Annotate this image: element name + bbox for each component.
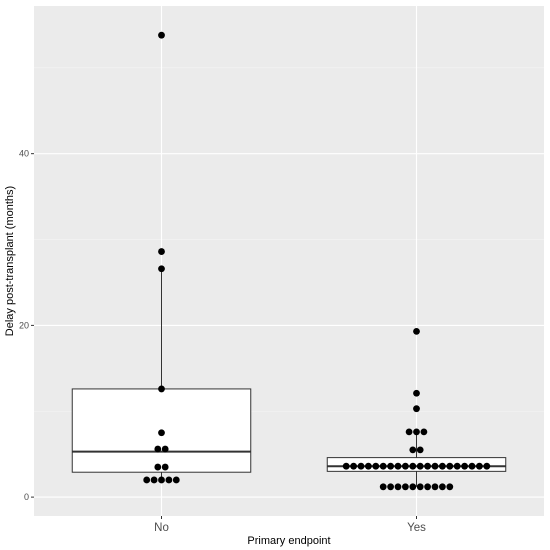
- data-point: [405, 428, 413, 436]
- data-point: [158, 476, 165, 484]
- data-point: [431, 483, 439, 491]
- data-point: [154, 445, 162, 453]
- data-point: [409, 462, 417, 470]
- boxes: [71, 268, 507, 487]
- data-point: [165, 476, 173, 484]
- data-point: [161, 445, 169, 453]
- data-point: [154, 463, 162, 471]
- box-iqr: [326, 457, 507, 472]
- data-point: [416, 462, 424, 470]
- data-point: [413, 428, 420, 436]
- data-point: [379, 462, 387, 470]
- data-point: [158, 385, 165, 393]
- data-point: [158, 31, 165, 39]
- data-point: [420, 428, 428, 436]
- data-point: [439, 483, 446, 491]
- data-point: [476, 462, 483, 470]
- data-point: [150, 476, 158, 484]
- data-point: [158, 248, 165, 255]
- data-point: [342, 462, 350, 470]
- data-point: [158, 265, 165, 273]
- y-tick-label: 20: [19, 320, 29, 330]
- data-point: [387, 462, 394, 470]
- x-tick-label: Yes: [407, 522, 426, 534]
- data-point: [439, 462, 446, 470]
- x-tick-label: No: [154, 522, 169, 534]
- y-axis-title: Delay post-transplant (months): [4, 186, 16, 336]
- data-point: [402, 483, 409, 491]
- y-tick-label: 40: [19, 149, 29, 159]
- data-point: [461, 462, 468, 470]
- data-point: [424, 483, 431, 491]
- data-point: [394, 483, 402, 491]
- data-point: [409, 446, 417, 454]
- data-point: [158, 429, 165, 437]
- data-points: [143, 31, 491, 491]
- data-point: [413, 328, 420, 335]
- data-point: [453, 462, 461, 470]
- data-point: [413, 405, 420, 413]
- data-point: [446, 462, 454, 470]
- data-point: [379, 483, 387, 491]
- data-point: [365, 462, 372, 470]
- data-point: [172, 476, 180, 484]
- data-point: [416, 483, 424, 491]
- data-point: [394, 462, 402, 470]
- data-point: [424, 462, 431, 470]
- x-axis: No Yes: [154, 516, 426, 534]
- data-point: [413, 389, 420, 397]
- data-point: [387, 483, 394, 491]
- data-point: [357, 462, 365, 470]
- data-point: [409, 483, 417, 491]
- data-point: [143, 476, 151, 484]
- data-point: [416, 446, 424, 454]
- data-point: [483, 462, 491, 470]
- y-tick-label: 0: [24, 492, 29, 502]
- data-point: [402, 462, 409, 470]
- data-point: [350, 462, 357, 470]
- data-point: [161, 463, 169, 471]
- data-point: [372, 462, 380, 470]
- data-point: [468, 462, 476, 470]
- x-axis-title: Primary endpoint: [247, 535, 330, 547]
- y-axis: 0 20 40: [19, 149, 34, 502]
- data-point: [431, 462, 439, 470]
- data-point: [446, 483, 454, 491]
